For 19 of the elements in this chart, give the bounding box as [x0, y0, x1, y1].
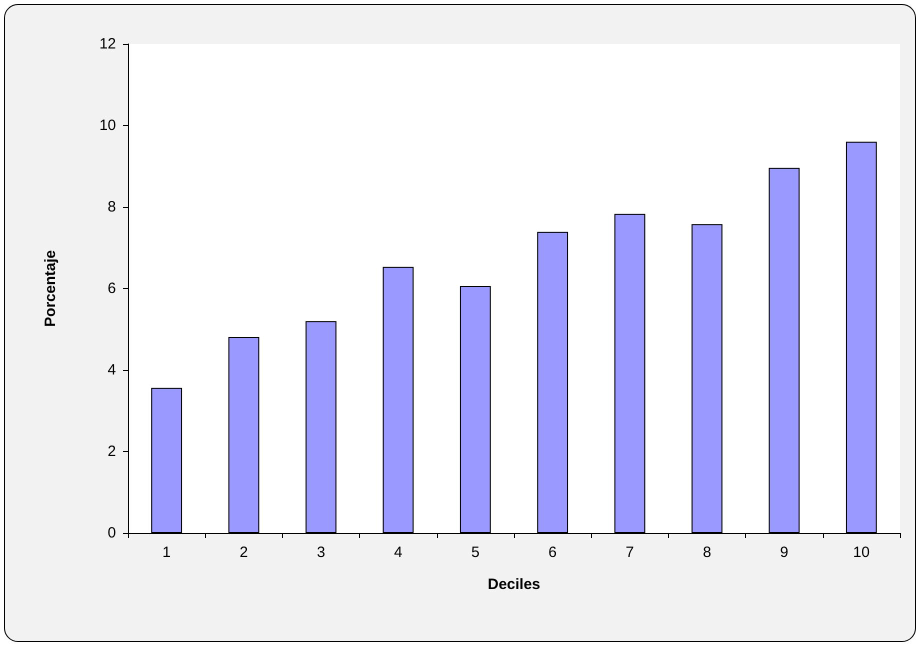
- y-tick-label: 6: [108, 280, 116, 297]
- y-tick-label: 8: [108, 198, 116, 216]
- x-tick-label: 8: [702, 544, 712, 561]
- x-axis-title: Deciles: [488, 576, 540, 593]
- y-axis-title: Porcentaje: [42, 250, 59, 327]
- x-tick-label: 6: [548, 544, 557, 561]
- x-tick-label: 10: [853, 544, 870, 561]
- x-tick-label: 4: [394, 544, 402, 561]
- y-tick-label: 12: [99, 36, 116, 52]
- x-tick-label: 7: [626, 544, 634, 561]
- x-tick-label: 9: [780, 544, 788, 561]
- x-tick-label: 5: [471, 544, 480, 561]
- x-tick-label: 1: [162, 544, 171, 561]
- y-tick-label: 2: [108, 443, 116, 460]
- y-tick-label: 0: [108, 524, 116, 542]
- x-tick-label: 2: [240, 544, 248, 561]
- x-tick-label: 3: [316, 544, 326, 561]
- y-tick-label: 10: [99, 117, 116, 134]
- y-tick-label: 4: [108, 362, 116, 378]
